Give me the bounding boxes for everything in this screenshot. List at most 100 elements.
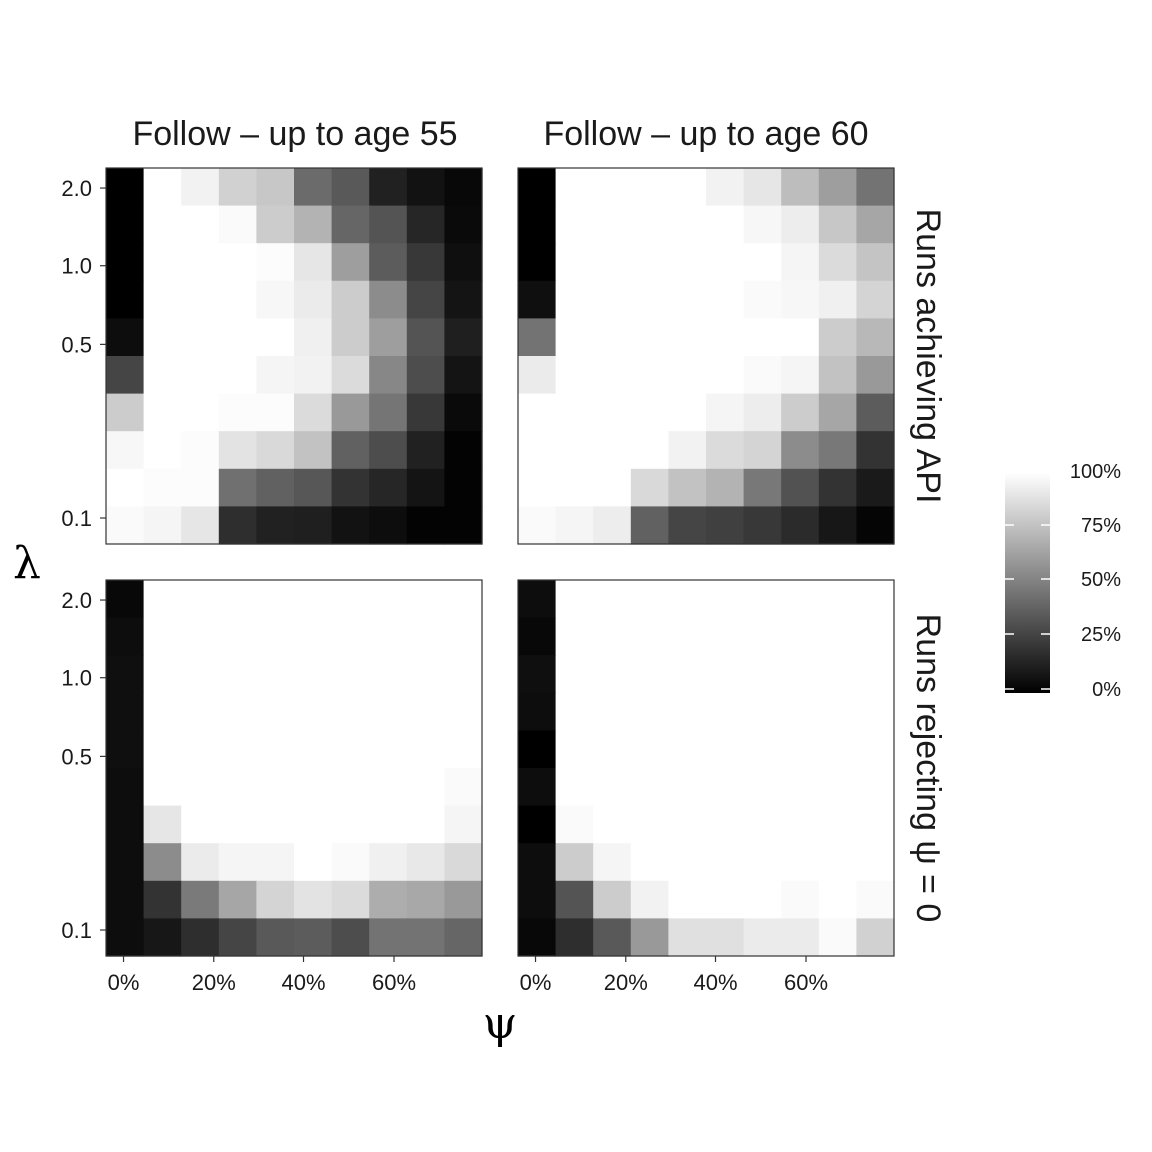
heatmap-panel-1 <box>105 167 483 545</box>
heatmap-cell <box>331 655 370 694</box>
heatmap-cell <box>294 468 333 507</box>
heatmap-cell <box>518 431 557 470</box>
heatmap-cell <box>743 843 782 882</box>
heatmap-cell <box>106 168 145 207</box>
heatmap-cell <box>294 843 333 882</box>
heatmap-cell <box>706 918 745 957</box>
heatmap-cell <box>256 243 295 282</box>
heatmap-cell <box>181 506 220 545</box>
heatmap-cell <box>743 730 782 769</box>
heatmap-cell <box>668 692 707 731</box>
heatmap-cell <box>630 468 669 507</box>
heatmap-cell <box>369 730 408 769</box>
heatmap-cell <box>294 431 333 470</box>
heatmap-cell <box>294 655 333 694</box>
heatmap-cell <box>106 580 145 619</box>
heatmap-cell <box>555 506 594 545</box>
heatmap-cell <box>781 730 820 769</box>
heatmap-cell <box>294 768 333 807</box>
heatmap-cell <box>668 205 707 244</box>
heatmap-cell <box>856 730 895 769</box>
x-tick-label: 40% <box>281 970 325 995</box>
heatmap-cell <box>668 356 707 395</box>
heatmap-cell <box>668 918 707 957</box>
heatmap-cell <box>630 168 669 207</box>
heatmap-cell <box>143 468 182 507</box>
heatmap-cell <box>331 205 370 244</box>
heatmap-cell <box>143 506 182 545</box>
heatmap-cell <box>856 280 895 319</box>
heatmap-cell <box>706 880 745 919</box>
heatmap-cell <box>406 843 445 882</box>
heatmap-cell <box>181 243 220 282</box>
heatmap-cell <box>518 506 557 545</box>
heatmap-cell <box>106 805 145 844</box>
heatmap-cell <box>593 730 632 769</box>
heatmap-cell <box>331 617 370 656</box>
heatmap-cell <box>856 468 895 507</box>
x-tick-label: 0% <box>520 970 552 995</box>
heatmap-cell <box>555 356 594 395</box>
heatmap-cell <box>856 617 895 656</box>
x-tick-label: 20% <box>192 970 236 995</box>
heatmap-cell <box>331 880 370 919</box>
x-tick-label: 60% <box>784 970 828 995</box>
heatmap-cell <box>518 692 557 731</box>
heatmap-cell <box>743 468 782 507</box>
heatmap-cell <box>706 243 745 282</box>
heatmap-cell <box>593 880 632 919</box>
heatmap-cell <box>444 843 483 882</box>
heatmap-cell <box>181 205 220 244</box>
y-tick-label: 0.5 <box>61 332 92 357</box>
heatmap-cell <box>743 168 782 207</box>
heatmap-cell <box>818 318 857 357</box>
heatmap-cell <box>593 393 632 432</box>
heatmap-cell <box>406 805 445 844</box>
heatmap-cell <box>218 805 257 844</box>
heatmap-panel-4 <box>517 579 895 957</box>
heatmap-cell <box>218 243 257 282</box>
heatmap-cell <box>518 655 557 694</box>
heatmap-cell <box>518 318 557 357</box>
heatmap-cell <box>856 805 895 844</box>
heatmap-cell <box>818 730 857 769</box>
heatmap-cell <box>706 768 745 807</box>
heatmap-cell <box>706 506 745 545</box>
heatmap-cell <box>143 356 182 395</box>
heatmap-cell <box>781 617 820 656</box>
heatmap-cell <box>630 768 669 807</box>
heatmap-cell <box>294 692 333 731</box>
heatmap-cell <box>630 918 669 957</box>
heatmap-cell <box>218 468 257 507</box>
heatmap-cell <box>369 655 408 694</box>
heatmap-cell <box>818 692 857 731</box>
heatmap-cell <box>743 617 782 656</box>
heatmap-cell <box>106 692 145 731</box>
heatmap-cell <box>331 506 370 545</box>
heatmap-cell <box>630 280 669 319</box>
heatmap-cell <box>256 692 295 731</box>
heatmap-cell <box>106 730 145 769</box>
heatmap-cell <box>218 318 257 357</box>
heatmap-cell <box>369 880 408 919</box>
y-tick-label: 0.5 <box>61 744 92 769</box>
heatmap-cell <box>294 880 333 919</box>
heatmap-cell <box>630 843 669 882</box>
x-tick-label: 20% <box>604 970 648 995</box>
heatmap-cell <box>181 356 220 395</box>
column-facet-label-2: Follow – up to age 60 <box>543 115 868 153</box>
heatmap-cell <box>818 880 857 919</box>
heatmap-cell <box>555 805 594 844</box>
heatmap-cell <box>406 617 445 656</box>
heatmap-cell <box>256 580 295 619</box>
heatmap-cell <box>444 468 483 507</box>
heatmap-cell <box>555 168 594 207</box>
heatmap-cell <box>706 280 745 319</box>
legend-tick-label: 50% <box>1081 569 1121 591</box>
heatmap-cell <box>668 280 707 319</box>
heatmap-cell <box>406 205 445 244</box>
heatmap-cell <box>331 730 370 769</box>
heatmap-cell <box>331 805 370 844</box>
heatmap-cell <box>668 768 707 807</box>
